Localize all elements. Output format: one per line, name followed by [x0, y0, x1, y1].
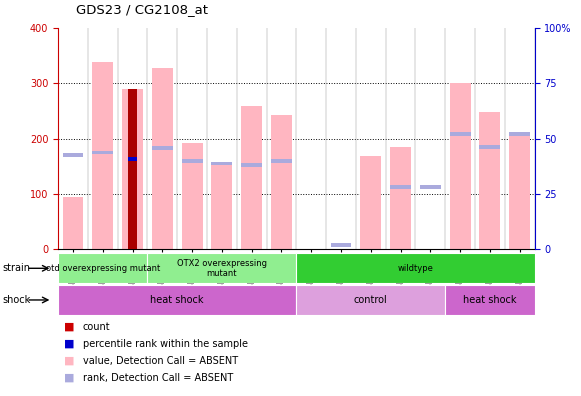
Text: OTX2 overexpressing
mutant: OTX2 overexpressing mutant [177, 259, 267, 278]
Bar [128, 157, 137, 161]
Bar [390, 185, 411, 189]
Text: strain: strain [3, 263, 31, 273]
Bar [211, 162, 232, 166]
Bar [509, 134, 530, 249]
Text: percentile rank within the sample: percentile rank within the sample [83, 339, 248, 349]
Bar [92, 150, 113, 154]
Bar [241, 163, 262, 167]
Bar [122, 89, 143, 249]
Bar [148, 253, 296, 283]
Bar [211, 162, 232, 249]
Text: heat shock: heat shock [150, 295, 204, 305]
Text: rank, Detection Call = ABSENT: rank, Detection Call = ABSENT [83, 373, 233, 383]
Text: ■: ■ [64, 373, 74, 383]
Bar [479, 145, 500, 149]
Bar [241, 107, 262, 249]
Bar [152, 146, 173, 150]
Bar [331, 243, 352, 247]
Bar [271, 115, 292, 249]
Bar [450, 132, 471, 136]
Bar [296, 285, 445, 315]
Bar [450, 83, 471, 249]
Text: ■: ■ [64, 356, 74, 366]
Text: wildtype: wildtype [397, 264, 433, 273]
Text: count: count [83, 322, 110, 332]
Bar [296, 253, 535, 283]
Text: heat shock: heat shock [463, 295, 517, 305]
Text: shock: shock [3, 295, 31, 305]
Bar [58, 285, 296, 315]
Text: value, Detection Call = ABSENT: value, Detection Call = ABSENT [83, 356, 238, 366]
Bar [182, 159, 203, 163]
Bar [128, 89, 137, 249]
Bar [509, 132, 530, 136]
Bar [271, 159, 292, 163]
Bar [360, 156, 381, 249]
Text: ■: ■ [64, 339, 74, 349]
Bar [445, 285, 535, 315]
Bar [63, 153, 84, 157]
Text: control: control [354, 295, 388, 305]
Bar [152, 68, 173, 249]
Bar [390, 147, 411, 249]
Bar [58, 253, 148, 283]
Bar [331, 243, 352, 247]
Bar [479, 112, 500, 249]
Text: otd overexpressing mutant: otd overexpressing mutant [46, 264, 160, 273]
Text: ■: ■ [64, 322, 74, 332]
Bar [92, 62, 113, 249]
Bar [420, 185, 441, 189]
Bar [182, 143, 203, 249]
Text: GDS23 / CG2108_at: GDS23 / CG2108_at [76, 3, 207, 16]
Bar [63, 197, 84, 249]
